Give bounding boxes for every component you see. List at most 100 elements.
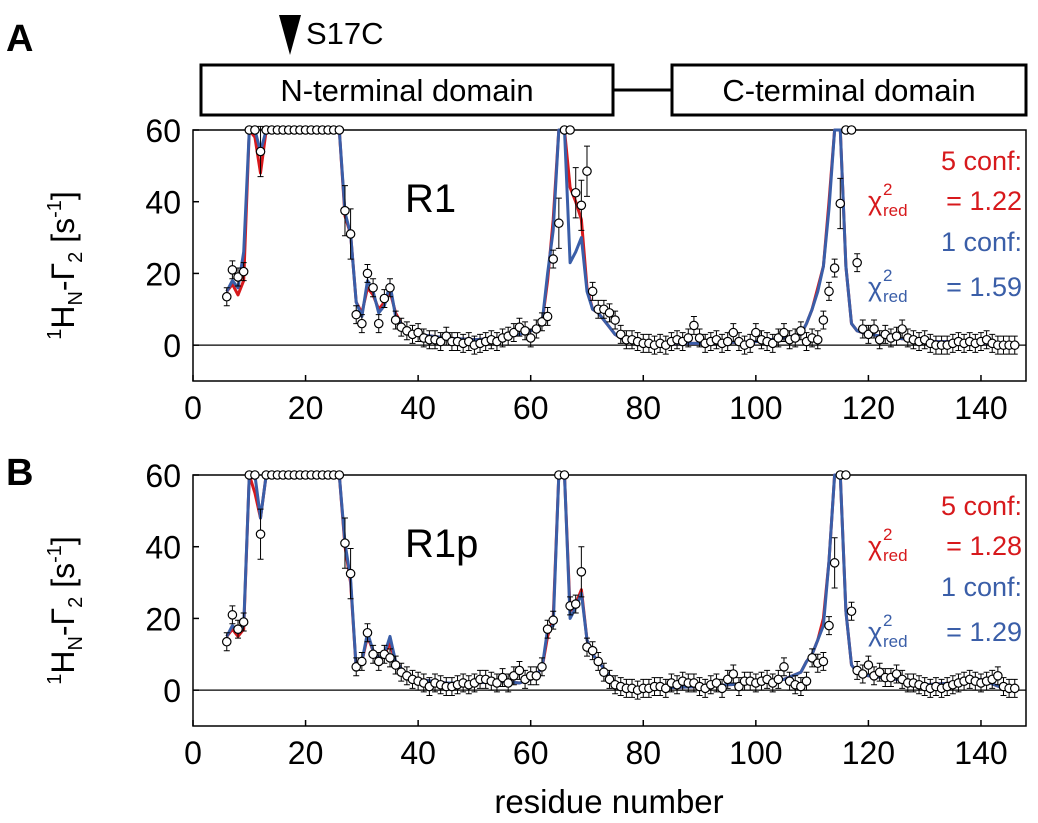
panel-a-data-point [863, 329, 874, 340]
panel-a-data-point [587, 286, 598, 297]
panel-b-data-point [734, 681, 744, 692]
panel-a-data-point [728, 327, 739, 338]
panel-b-red-chi-sup: 2 [883, 525, 892, 544]
panel-a-inner-label: R1 [405, 177, 456, 221]
panel-a-data-point [238, 266, 249, 277]
panel-b-data-point [841, 470, 851, 480]
panel-a-x-tick-label: 60 [513, 390, 549, 426]
panel-b-data-point [509, 670, 519, 681]
panel-a-data-point [531, 324, 542, 334]
panel-b-data-point [548, 615, 559, 626]
panel-a-blue-conf-label: 1 conf: [941, 227, 1022, 257]
panel-a-y-tick-label: 0 [163, 328, 181, 364]
y-label-part: 2 [65, 252, 87, 263]
panel-b-y-tick-label: 20 [145, 601, 181, 637]
panel-b-x-tick-label: 40 [400, 735, 436, 771]
panel-b-data-point [503, 678, 513, 688]
panel-b-data-point [570, 599, 581, 609]
panel-b-data-point [334, 470, 345, 480]
y-label-part: [s [45, 218, 81, 252]
panel-a-data-point [368, 282, 378, 293]
panel-a-one-conf-fit-line [225, 128, 1004, 345]
domain-diagram: N-terminal domain C-terminal domain [199, 63, 1028, 117]
panel-b-data-point [340, 538, 350, 548]
panel-a-data-point [221, 291, 232, 302]
panel-b-data-point [345, 568, 356, 579]
panel-a-red-chi-value: = 1.22 [946, 186, 1022, 216]
panel-b-data-point [857, 669, 868, 679]
panel-a-data-point [852, 257, 862, 268]
panel-b-data-point [233, 624, 243, 634]
panel-a-blue-chi-sub: red [883, 287, 908, 306]
panel-a-data-point [340, 205, 350, 216]
panel-b-data-point [728, 669, 739, 679]
panel-b-data-point [542, 624, 553, 634]
y-label-part: ] [45, 191, 81, 200]
panel-a-data-point [554, 218, 564, 229]
panel-b-data-point [779, 662, 789, 672]
panel-a-blue-chi-value: = 1.59 [946, 272, 1022, 302]
panel-a-x-tick-label: 140 [954, 390, 1007, 426]
panel-b-data-point [255, 529, 266, 539]
panel-b-data-point [559, 470, 570, 480]
panel-b-data-point [576, 567, 587, 577]
y-label-part: -Γ [45, 608, 81, 636]
mutation-marker-icon [279, 15, 301, 55]
mutation-label: S17C [306, 16, 384, 51]
panel-a-x-tick-label: 0 [184, 390, 202, 426]
y-label-part: ] [45, 536, 81, 545]
panel-b-data-point [722, 674, 733, 685]
panel-a-plot: 0 20 40 60 80 100 120 140 0 20 40 60 R1 5 conf: = 1… [145, 113, 1027, 426]
panel-b-blue-conf-label: 1 conf: [941, 572, 1022, 602]
panel-a-data-point [385, 282, 395, 293]
panel-b-data-point [238, 617, 249, 627]
panel-a-data-point [694, 333, 705, 343]
panel-a-data-point [745, 338, 756, 349]
panel-a-data-point [1009, 340, 1020, 350]
panel-a-blue-chi-sup: 2 [883, 266, 892, 285]
panel-b-data-point [351, 662, 362, 672]
panel-a-data-point [751, 327, 761, 338]
panel-a-data-point [767, 338, 778, 349]
y-label-part: H [45, 306, 81, 329]
panel-b-inner-label: R1p [405, 522, 478, 566]
panel-a-data-point [509, 327, 519, 338]
panel-b-data-point [599, 667, 609, 678]
panel-a-data-point [846, 125, 857, 135]
panel-b-data-point [773, 674, 784, 685]
panel-a-data-point [373, 318, 384, 329]
panel-a-data-point [441, 331, 452, 341]
panel-b-one-conf-fit-line [225, 473, 1005, 690]
panel-b-data-point [497, 672, 508, 683]
panel-b-data-point [796, 681, 806, 692]
panel-a-x-tick-label: 120 [842, 390, 895, 426]
panel-b-red-conf-label: 5 conf: [941, 491, 1022, 521]
panel-a-data-point [869, 324, 879, 334]
panel-b-blue-chi-sub: red [883, 632, 908, 651]
panel-b-data-point [227, 610, 238, 620]
panel-b-plot: 0 20 40 60 80 100 120 140 0 20 40 60 R1p 5 conf: = … [145, 458, 1027, 771]
panel-a-data-point [576, 200, 587, 211]
panel-a-data-point [790, 333, 801, 343]
panel-a-data-point [582, 166, 592, 177]
panel-b-data-point [717, 683, 727, 694]
panel-b-data-point [711, 678, 722, 688]
panel-a-red-chi-sup: 2 [883, 180, 892, 199]
panel-b-blue-chi-sup: 2 [883, 611, 892, 630]
panel-b-data-point [587, 645, 598, 656]
panel-a-data-point [779, 327, 789, 338]
panel-b-data-point [221, 636, 232, 647]
panel-b-data-point [385, 653, 395, 663]
panel-a-data-point [362, 268, 373, 279]
panel-a-data-point [812, 334, 823, 345]
panel-a-data-point [250, 125, 260, 135]
panel-b-x-tick-label: 120 [842, 735, 895, 771]
panel-b-y-tick-label: 40 [145, 530, 181, 566]
panel-a-letter: A [6, 18, 33, 60]
panel-b-data-point [660, 683, 671, 694]
y-label-part: 2 [65, 597, 87, 608]
panel-a-data-point [829, 263, 840, 273]
y-label-part: N [65, 291, 87, 305]
panel-b-data-point [537, 662, 547, 672]
panel-b-data-point [390, 660, 401, 670]
